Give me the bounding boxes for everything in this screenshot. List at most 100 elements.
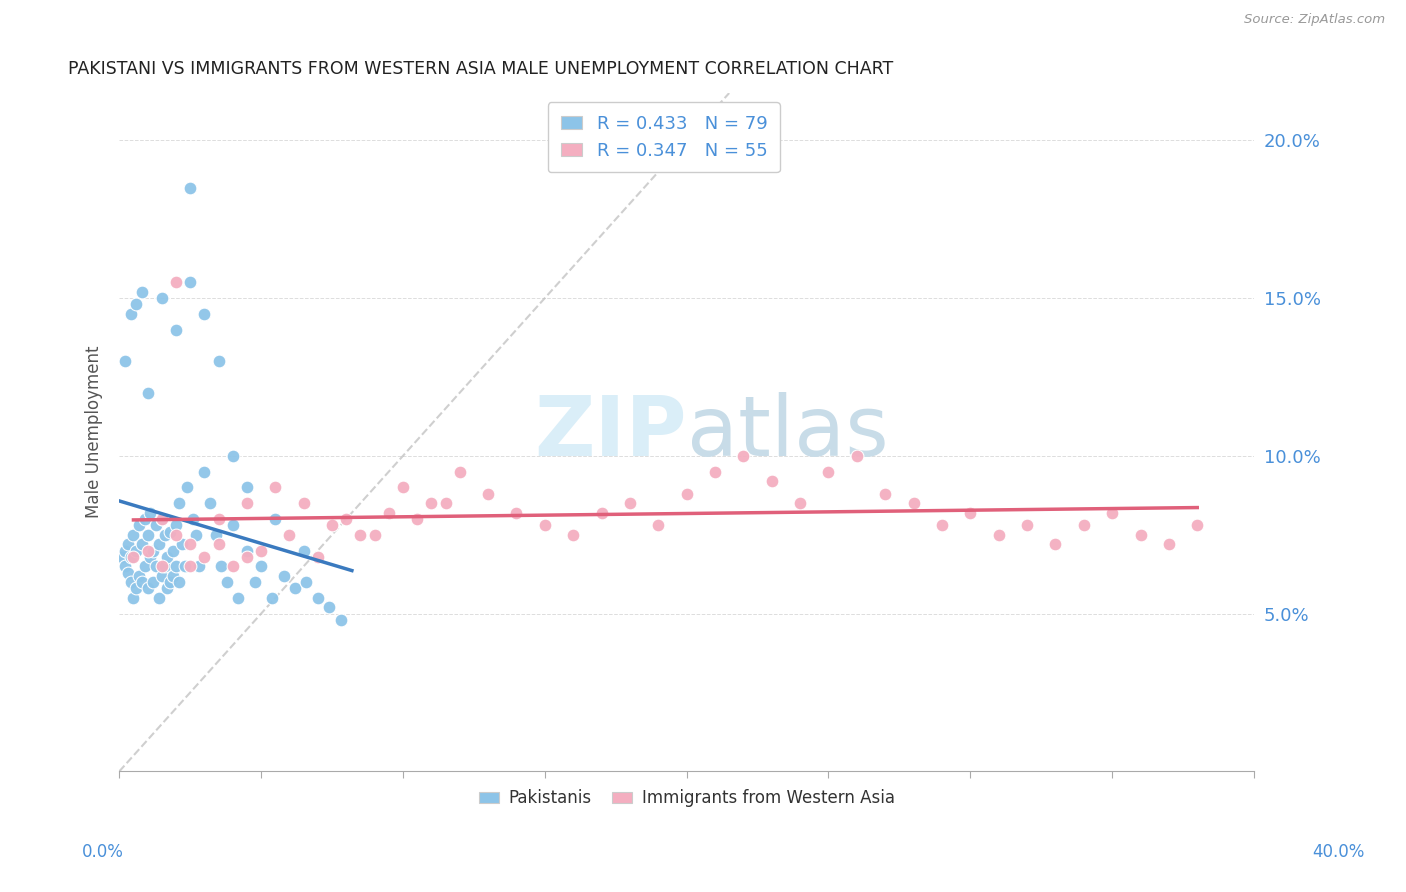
Point — [122, 549, 145, 564]
Point — [173, 559, 195, 574]
Y-axis label: Male Unemployment: Male Unemployment — [86, 346, 103, 518]
Point — [449, 465, 471, 479]
Point — [789, 496, 811, 510]
Text: 40.0%: 40.0% — [1312, 843, 1365, 861]
Point — [179, 276, 201, 290]
Point — [184, 527, 207, 541]
Point — [262, 591, 284, 605]
Point — [125, 582, 148, 596]
Point — [150, 512, 173, 526]
Point — [903, 496, 925, 510]
Point — [533, 518, 555, 533]
Point — [170, 537, 193, 551]
Point — [222, 559, 245, 574]
Point — [131, 537, 153, 551]
Point — [335, 512, 357, 526]
Point — [193, 549, 215, 564]
Point — [987, 527, 1010, 541]
Point — [128, 568, 150, 582]
Point — [150, 291, 173, 305]
Point — [153, 559, 176, 574]
Point — [307, 591, 329, 605]
Point — [264, 480, 287, 494]
Point — [236, 549, 259, 564]
Point — [176, 480, 198, 494]
Point — [139, 506, 162, 520]
Point — [117, 566, 139, 580]
Point — [136, 385, 159, 400]
Point — [145, 518, 167, 533]
Point — [134, 512, 156, 526]
Point — [165, 518, 187, 533]
Point — [236, 543, 259, 558]
Point — [167, 575, 190, 590]
Point — [207, 354, 229, 368]
Point — [125, 297, 148, 311]
Point — [1101, 506, 1123, 520]
Point — [131, 575, 153, 590]
Point — [120, 575, 142, 590]
Point — [217, 575, 239, 590]
Point — [193, 465, 215, 479]
Text: PAKISTANI VS IMMIGRANTS FROM WESTERN ASIA MALE UNEMPLOYMENT CORRELATION CHART: PAKISTANI VS IMMIGRANTS FROM WESTERN ASI… — [69, 60, 893, 78]
Point — [162, 543, 184, 558]
Point — [120, 549, 142, 564]
Point — [406, 512, 429, 526]
Point — [150, 559, 173, 574]
Point — [264, 512, 287, 526]
Point — [165, 323, 187, 337]
Point — [179, 559, 201, 574]
Point — [165, 527, 187, 541]
Text: atlas: atlas — [686, 392, 889, 473]
Point — [1129, 527, 1152, 541]
Point — [136, 527, 159, 541]
Point — [162, 568, 184, 582]
Point — [150, 512, 173, 526]
Point — [159, 524, 181, 539]
Point — [292, 496, 315, 510]
Point — [148, 537, 170, 551]
Point — [647, 518, 669, 533]
Point — [136, 543, 159, 558]
Point — [139, 549, 162, 564]
Point — [122, 527, 145, 541]
Point — [675, 487, 697, 501]
Point — [207, 537, 229, 551]
Point — [1015, 518, 1038, 533]
Point — [619, 496, 641, 510]
Point — [122, 591, 145, 605]
Point — [148, 591, 170, 605]
Point — [307, 549, 329, 564]
Point — [198, 496, 221, 510]
Point — [204, 527, 226, 541]
Point — [117, 537, 139, 551]
Point — [295, 575, 318, 590]
Point — [193, 307, 215, 321]
Point — [278, 527, 301, 541]
Point — [875, 487, 897, 501]
Point — [392, 480, 415, 494]
Point — [142, 575, 165, 590]
Point — [250, 543, 273, 558]
Point — [245, 575, 267, 590]
Point — [321, 518, 343, 533]
Point — [931, 518, 953, 533]
Point — [250, 559, 273, 574]
Point — [150, 568, 173, 582]
Point — [125, 543, 148, 558]
Text: ZIP: ZIP — [534, 392, 686, 473]
Point — [181, 512, 204, 526]
Point — [165, 559, 187, 574]
Point — [153, 527, 176, 541]
Legend: Pakistanis, Immigrants from Western Asia: Pakistanis, Immigrants from Western Asia — [472, 782, 901, 814]
Point — [142, 543, 165, 558]
Point — [363, 527, 385, 541]
Point — [179, 180, 201, 194]
Point — [761, 474, 783, 488]
Point — [222, 518, 245, 533]
Point — [1187, 518, 1209, 533]
Point — [209, 559, 232, 574]
Point — [207, 512, 229, 526]
Point — [222, 449, 245, 463]
Point — [114, 543, 136, 558]
